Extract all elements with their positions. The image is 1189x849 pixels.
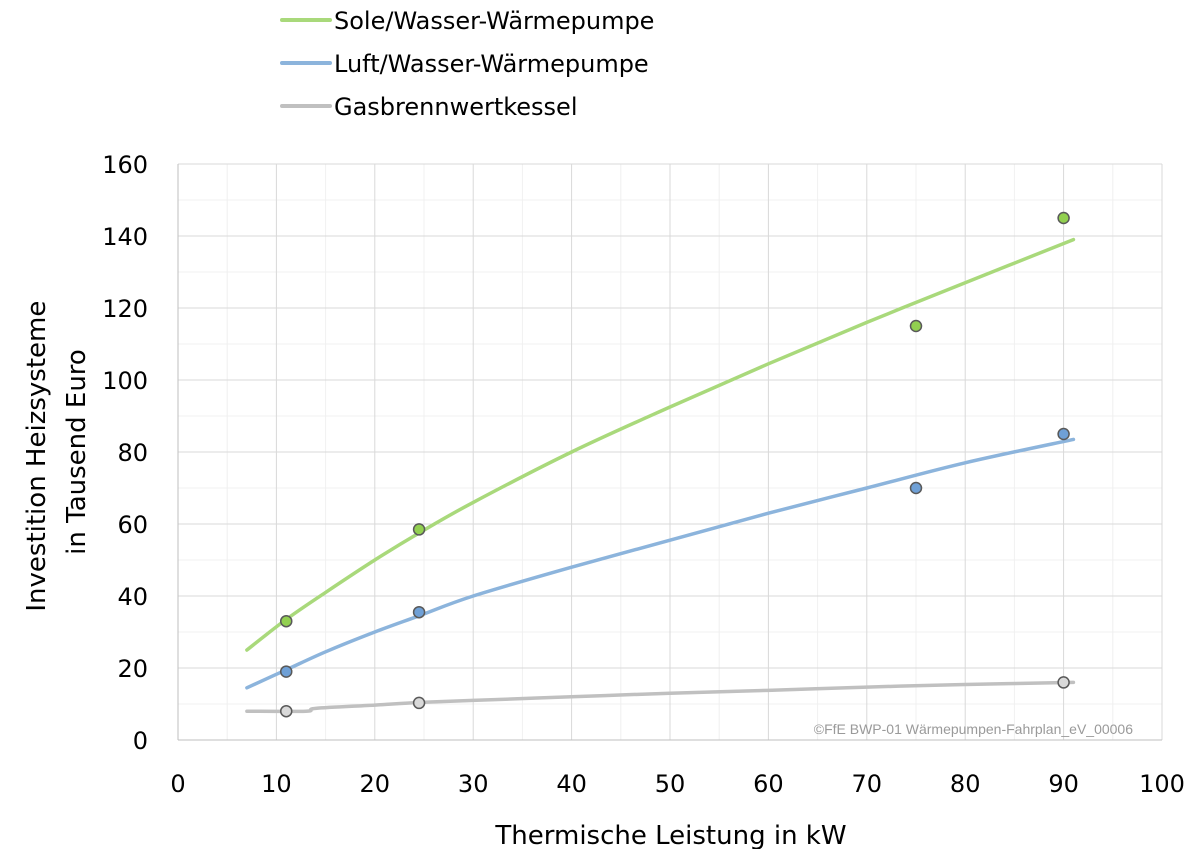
y-tick-label: 120 xyxy=(102,295,148,323)
y-tick-label: 80 xyxy=(117,439,148,467)
series-layer xyxy=(245,211,1076,718)
data-point-series-3 xyxy=(412,696,426,710)
y-tick-label: 20 xyxy=(117,655,148,683)
data-point-series-3 xyxy=(1057,676,1070,689)
data-point-series-2 xyxy=(1057,427,1070,441)
tick-labels: 0 10 20 30 40 50 60 70 80 90 100 0 20 40 60 80 100 120 140… xyxy=(102,151,1185,798)
x-axis-title: Thermische Leistung in kW xyxy=(494,821,846,849)
x-tick-label: 80 xyxy=(950,770,981,798)
x-tick-label: 100 xyxy=(1139,770,1185,798)
y-axis-title: Investition Heizsysteme in Tausend Euro xyxy=(22,292,92,611)
trend-line-series-3 xyxy=(245,680,1076,714)
x-tick-label: 50 xyxy=(655,770,686,798)
watermark-text: ©FfE BWP-01 Wärmepumpen-Fahrplan_eV_0000… xyxy=(814,721,1133,737)
y-tick-label: 40 xyxy=(117,583,148,611)
data-point-series-2 xyxy=(279,665,293,678)
data-point-series-2 xyxy=(909,481,923,495)
trend-line-series-2 xyxy=(245,437,1076,690)
y-axis-title-line-1: Investition Heizsysteme xyxy=(22,301,52,612)
x-tick-label: 40 xyxy=(556,770,587,798)
data-point-series-1 xyxy=(1057,211,1070,225)
y-tick-label: 160 xyxy=(102,151,148,179)
legend: Sole/Wasser-Wärmepumpe Luft/Wasser-Wärmep… xyxy=(280,7,654,121)
y-axis-title-line-2: in Tausend Euro xyxy=(62,349,92,555)
data-point-series-1 xyxy=(279,614,293,628)
x-tick-label: 70 xyxy=(852,770,883,798)
x-tick-label: 60 xyxy=(753,770,784,798)
x-tick-label: 10 xyxy=(261,770,292,798)
grid-lines xyxy=(178,163,1163,740)
y-tick-label: 140 xyxy=(102,223,148,251)
axes xyxy=(177,164,1162,741)
trend-line-series-1 xyxy=(245,237,1076,652)
legend-label: Gasbrennwertkessel xyxy=(334,93,578,121)
y-tick-label: 0 xyxy=(133,727,148,755)
data-point-series-2 xyxy=(412,605,426,619)
legend-label: Sole/Wasser-Wärmepumpe xyxy=(334,7,654,35)
y-tick-label: 100 xyxy=(102,367,148,395)
x-tick-label: 20 xyxy=(360,770,391,798)
data-point-series-1 xyxy=(412,523,426,536)
x-tick-label: 90 xyxy=(1048,770,1079,798)
x-tick-label: 0 xyxy=(170,770,185,798)
y-tick-label: 60 xyxy=(117,511,148,539)
legend-label: Luft/Wasser-Wärmepumpe xyxy=(334,50,649,78)
x-tick-label: 30 xyxy=(458,770,489,798)
data-point-series-1 xyxy=(909,319,923,333)
data-point-series-3 xyxy=(279,704,293,718)
